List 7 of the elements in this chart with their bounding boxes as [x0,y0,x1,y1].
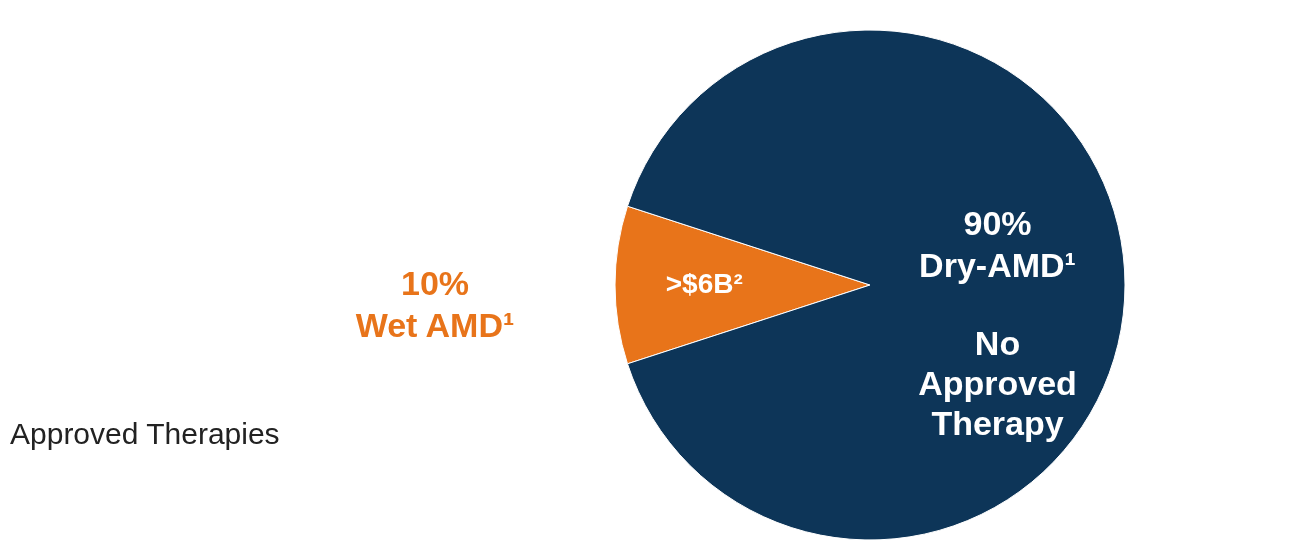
text: >$6B² [665,268,743,299]
data-label: 10% [400,264,470,302]
text: No Approved Therapy [918,324,1077,442]
slice-label: Wet AMD¹ [355,306,515,344]
text: Approved Therapies [10,417,280,450]
slice-label: Dry-AMD¹ [919,246,1076,284]
data-label: 90% [963,204,1032,242]
